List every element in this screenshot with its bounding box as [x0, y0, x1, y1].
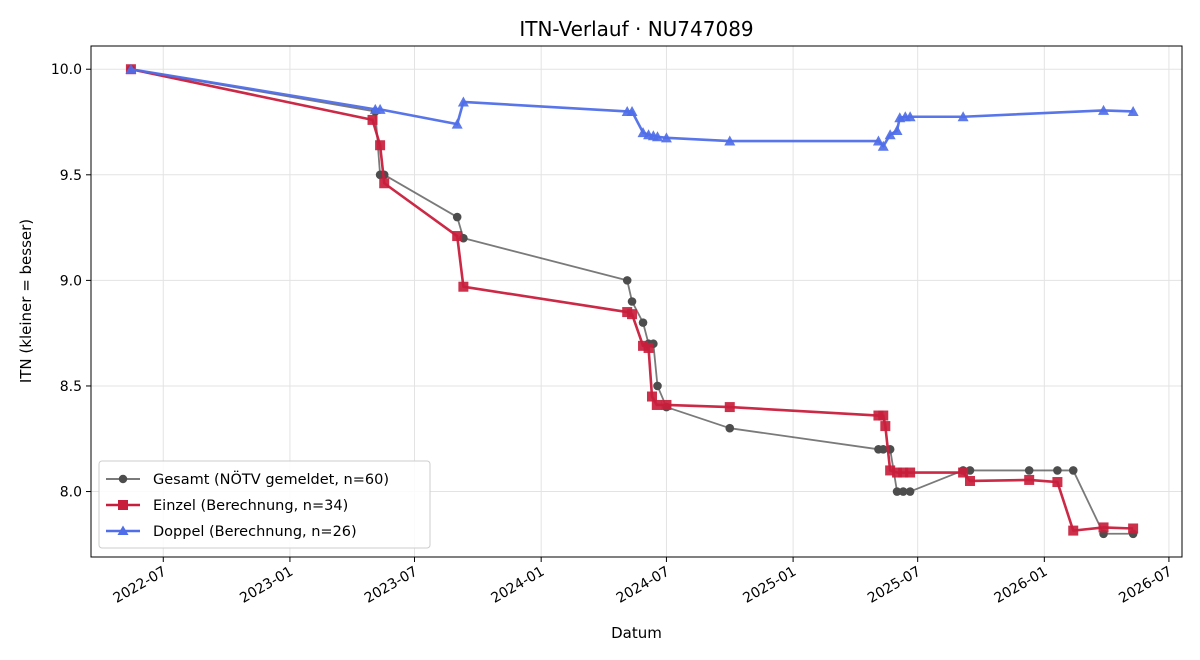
- y-tick-label: 9.5: [60, 168, 82, 184]
- legend-label-gesamt: Gesamt (NÖTV gemeldet, n=60): [153, 470, 389, 488]
- data-point-doppel: [457, 96, 469, 107]
- data-point-einzel: [1052, 477, 1063, 488]
- data-point-einzel: [898, 467, 909, 478]
- data-point-einzel: [958, 467, 969, 478]
- x-axis-title: Datum: [611, 624, 662, 642]
- legend-item-einzel: Einzel (Berechnung, n=34): [106, 498, 348, 514]
- data-point-einzel: [651, 399, 662, 410]
- series-doppel: [125, 63, 1139, 151]
- data-point-doppel: [1127, 105, 1139, 116]
- data-point-gesamt: [627, 297, 637, 306]
- legend-item-gesamt: Gesamt (NÖTV gemeldet, n=60): [106, 470, 389, 488]
- data-point-doppel: [626, 105, 638, 116]
- legend-marker-einzel: [118, 500, 128, 510]
- data-point-einzel: [1098, 522, 1109, 533]
- data-point-gesamt: [452, 212, 462, 222]
- data-point-einzel: [661, 399, 672, 410]
- data-point-einzel: [646, 391, 657, 402]
- data-point-doppel: [872, 135, 884, 146]
- series-line-einzel: [130, 67, 1134, 532]
- data-point-gesamt: [892, 487, 902, 496]
- data-point-einzel: [878, 410, 889, 421]
- data-point-doppel: [957, 111, 969, 122]
- data-point-einzel: [1024, 474, 1035, 485]
- y-tick-label: 9.0: [60, 273, 82, 289]
- data-point-einzel: [905, 467, 916, 478]
- legend-label-doppel: Doppel (Berechnung, n=26): [153, 524, 357, 540]
- data-point-doppel: [724, 135, 736, 146]
- y-tick-label: 8.5: [60, 379, 82, 395]
- data-point-gesamt: [638, 318, 648, 327]
- data-point-gesamt: [622, 276, 632, 285]
- plot-frame: [90, 45, 1183, 558]
- legend-marker-gesamt: [118, 474, 128, 484]
- data-point-einzel: [367, 114, 378, 125]
- legend-marker-doppel: [117, 525, 129, 535]
- data-point-gesamt: [653, 381, 662, 391]
- legend-item-doppel: Doppel (Berechnung, n=26): [106, 524, 357, 540]
- data-point-einzel: [452, 231, 463, 242]
- data-point-doppel: [1098, 104, 1110, 115]
- y-tick-label: 10.0: [51, 62, 82, 78]
- chart-title: ITN-Verlauf · NU747089: [519, 17, 753, 41]
- data-point-einzel: [643, 342, 654, 353]
- data-point-doppel: [891, 124, 903, 135]
- data-point-gesamt: [898, 487, 908, 496]
- data-point-einzel: [724, 402, 735, 413]
- data-point-einzel: [880, 421, 891, 432]
- series-layer: [125, 63, 1139, 539]
- data-point-doppel: [884, 129, 896, 140]
- data-point-einzel: [638, 340, 649, 351]
- data-point-doppel: [125, 63, 137, 74]
- y-tick-label: 8.0: [60, 485, 82, 501]
- y-axis: 8.0 8.5 9.0 9.5 10.0: [51, 62, 91, 501]
- data-point-einzel: [892, 467, 903, 478]
- data-point-doppel: [451, 118, 463, 129]
- data-point-gesamt: [1024, 466, 1034, 475]
- data-point-doppel: [374, 103, 386, 114]
- data-point-doppel: [651, 131, 663, 142]
- legend-label-einzel: Einzel (Berechnung, n=34): [153, 498, 348, 514]
- data-point-einzel: [458, 281, 469, 292]
- y-axis-title: ITN (kleiner = besser): [17, 219, 35, 383]
- data-point-einzel: [964, 475, 975, 486]
- data-point-einzel: [1068, 525, 1079, 536]
- data-point-einzel: [379, 178, 390, 189]
- legend: Gesamt (NÖTV gemeldet, n=60) Einzel (Ber…: [98, 460, 431, 549]
- data-point-gesamt: [878, 445, 888, 454]
- data-point-doppel: [904, 111, 916, 122]
- grid: [91, 46, 1182, 557]
- data-point-einzel: [627, 309, 638, 320]
- data-point-einzel: [885, 465, 896, 476]
- data-point-gesamt: [1053, 466, 1062, 475]
- data-point-gesamt: [1068, 466, 1078, 475]
- data-point-doppel: [660, 132, 672, 143]
- data-point-einzel: [375, 140, 386, 151]
- data-point-doppel: [877, 140, 889, 151]
- data-point-gesamt: [725, 423, 735, 433]
- data-point-einzel: [1128, 523, 1139, 534]
- legend-box: [98, 460, 431, 549]
- data-point-gesamt: [905, 487, 915, 496]
